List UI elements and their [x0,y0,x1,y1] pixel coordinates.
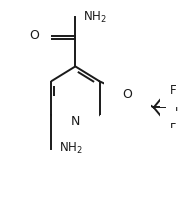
Text: N: N [71,115,80,128]
Text: O: O [123,88,133,101]
Text: F: F [170,118,176,131]
Text: NH$_2$: NH$_2$ [83,9,107,25]
Text: F: F [170,84,176,97]
Text: F: F [175,101,182,114]
Text: O: O [29,29,39,42]
Text: NH$_2$: NH$_2$ [58,141,82,156]
